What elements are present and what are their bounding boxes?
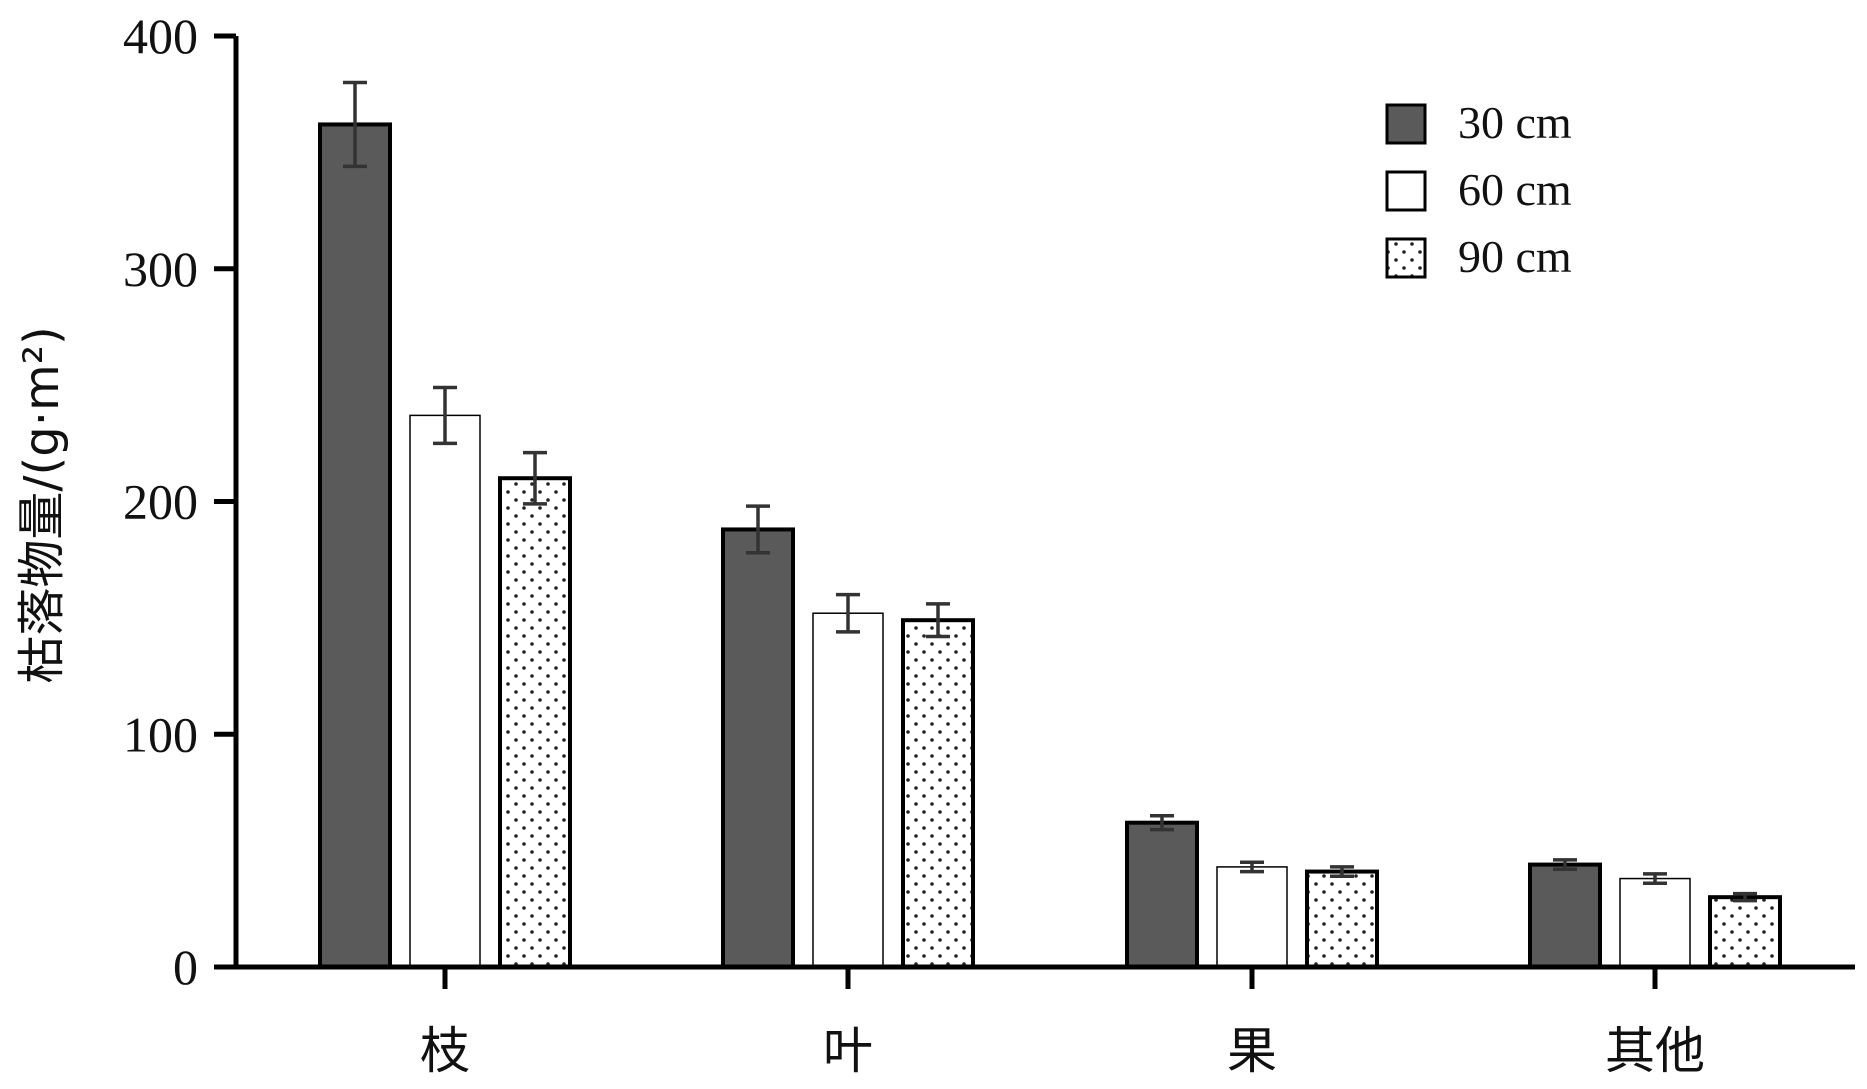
bar (409, 414, 481, 968)
bar (1216, 866, 1288, 968)
legend-swatch (1385, 103, 1427, 145)
y-tick-label: 300 (123, 241, 198, 297)
bar (1528, 862, 1602, 970)
y-axis-ticks: 0 100 200 300 400 (123, 8, 236, 995)
x-axis-ticks: 枝 叶 果 其他 (420, 967, 1705, 1080)
bar (1619, 877, 1691, 968)
bar (812, 612, 884, 968)
bar (721, 527, 795, 969)
legend-swatch (1385, 170, 1427, 212)
y-tick-label: 100 (123, 706, 198, 762)
legend: 30 cm 60 cm 90 cm (1385, 97, 1572, 282)
legend-label: 60 cm (1458, 164, 1572, 215)
x-category-label: 其他 (1605, 1022, 1705, 1080)
y-axis-label: 枯落物量/(g·m²) (14, 326, 70, 683)
bar (1305, 869, 1379, 970)
y-axis-label-group: 枯落物量/(g·m²) (14, 326, 70, 683)
bar-series-group (318, 80, 1782, 970)
bar (1125, 820, 1199, 969)
bar (901, 618, 975, 969)
y-tick-label: 400 (123, 8, 198, 64)
bar (498, 476, 572, 969)
x-category-label: 果 (1227, 1022, 1277, 1080)
legend-label: 30 cm (1458, 97, 1572, 148)
x-category-label: 枝 (420, 1022, 470, 1080)
bar (1708, 895, 1782, 969)
y-tick-label: 0 (173, 939, 198, 995)
legend-swatch (1385, 237, 1427, 279)
legend-label: 90 cm (1458, 231, 1572, 282)
bar (318, 122, 392, 969)
y-tick-label: 200 (123, 474, 198, 530)
x-category-label: 叶 (823, 1022, 873, 1080)
